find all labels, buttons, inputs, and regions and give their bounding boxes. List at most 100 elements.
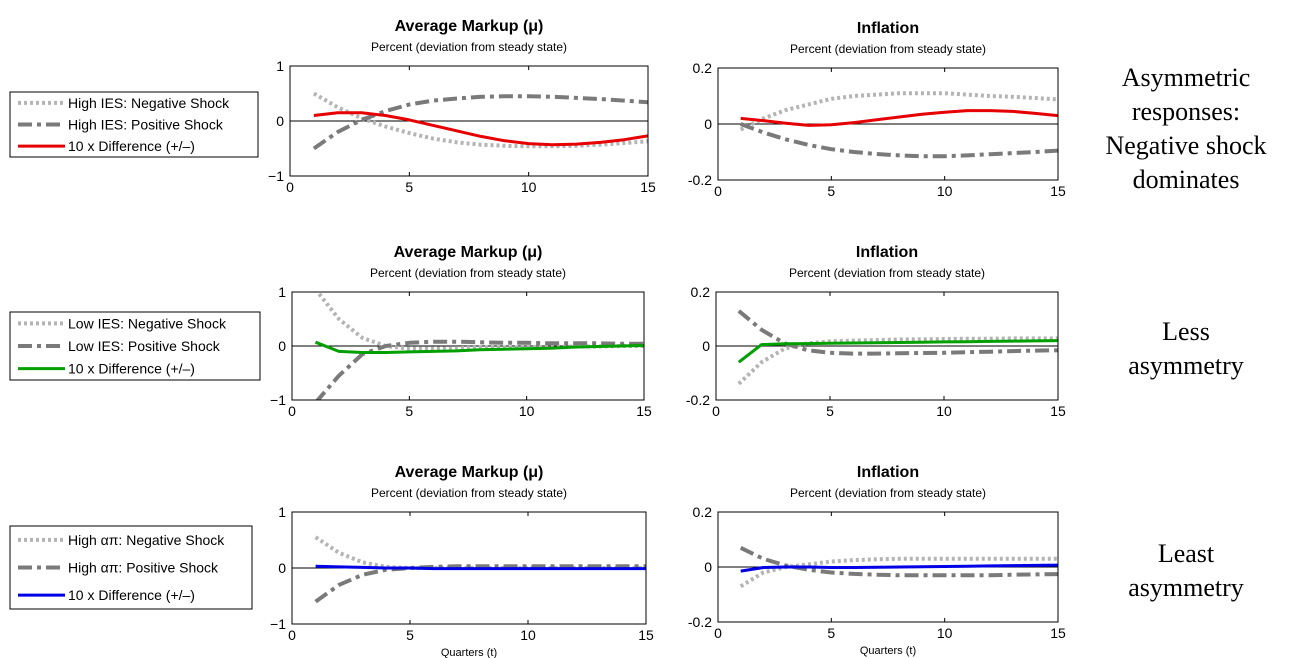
- annotation-1: Asymmetric responses: Negative shock domina…: [1105, 63, 1266, 194]
- y-tick-label: 0: [278, 338, 286, 354]
- series-group: [314, 535, 646, 604]
- plot-frame: [715, 291, 1059, 401]
- series-line-3: [315, 564, 646, 571]
- series-line-3: [737, 339, 1058, 364]
- chart-subtitle: Percent (deviation from steady state): [789, 266, 985, 280]
- plot-frame: [717, 511, 1059, 623]
- chart-subtitle: Percent (deviation from steady state): [371, 40, 567, 54]
- series-line-2: [312, 94, 648, 151]
- annotation-line: Asymmetric: [1122, 63, 1251, 92]
- panel-3: Average Markup (μ) Percent (deviation fro…: [270, 244, 652, 419]
- x-tick-label: 15: [1050, 625, 1066, 641]
- series-line-2: [737, 309, 1058, 356]
- chart-title: Average Markup (μ): [395, 18, 544, 35]
- series-group: [737, 309, 1058, 386]
- y-tick-label: -0.2: [686, 392, 710, 408]
- y-tick-label: −1: [270, 392, 286, 408]
- chart-title: Inflation: [857, 464, 919, 481]
- y-tick-label: 1: [276, 58, 284, 74]
- annotation-line: Negative shock: [1105, 131, 1266, 160]
- legend-label: High απ: Negative Shock: [68, 532, 225, 548]
- legend-3: High απ: Negative Shock High απ: Positive…: [9, 525, 253, 610]
- x-tick-label: 0: [712, 403, 720, 419]
- x-tick-label: 5: [826, 403, 834, 419]
- chart-title: Average Markup (μ): [394, 244, 543, 261]
- chart-title: Inflation: [856, 244, 918, 261]
- series-line-1: [312, 91, 648, 149]
- x-tick-label: 0: [286, 179, 294, 195]
- panel-5: Average Markup (μ) Percent (deviation fro…: [270, 464, 654, 658]
- annotation-line: asymmetry: [1128, 573, 1244, 602]
- x-tick-label: 10: [937, 183, 953, 199]
- legend-label: 10 x Difference (+/–): [68, 138, 195, 154]
- legend-1: High IES: Negative Shock High IES: Positi…: [9, 91, 259, 158]
- y-tick-label: −1: [268, 168, 284, 184]
- x-tick-label: 15: [638, 627, 654, 643]
- annotation-line: Less: [1162, 317, 1210, 346]
- annotation-line: Least: [1158, 539, 1215, 568]
- y-tick-label: 0.2: [693, 60, 713, 76]
- x-tick-label: 10: [937, 625, 953, 641]
- series-line-3: [313, 111, 648, 147]
- legend-label: Low IES: Positive Shock: [68, 338, 221, 354]
- y-tick-label: 0: [276, 113, 284, 129]
- chart-title: Average Markup (μ): [395, 464, 544, 481]
- y-tick-label: 0: [702, 338, 710, 354]
- y-tick-label: 0: [704, 116, 712, 132]
- panel-1: Average Markup (μ) Percent (deviation fro…: [268, 18, 656, 195]
- y-tick-label: −1: [270, 616, 286, 632]
- x-tick-label: 5: [405, 179, 413, 195]
- legend-2: Low IES: Negative Shock Low IES: Positive…: [9, 311, 261, 381]
- series-line-2: [740, 122, 1058, 159]
- x-axis-label: Quarters (t): [860, 645, 916, 657]
- y-tick-label: -0.2: [688, 172, 712, 188]
- panel-6: Inflation Percent (deviation from steady …: [688, 464, 1066, 657]
- plot-frame: [291, 511, 647, 625]
- plot-frame: [717, 67, 1059, 181]
- x-tick-label: 15: [636, 403, 652, 419]
- x-tick-label: 10: [936, 403, 952, 419]
- legend-label: High IES: Negative Shock: [68, 95, 230, 111]
- legend-label: High απ: Positive Shock: [68, 560, 219, 576]
- x-tick-label: 0: [288, 403, 296, 419]
- series-group: [314, 292, 644, 400]
- x-tick-label: 5: [827, 183, 835, 199]
- legend-label: High IES: Positive Shock: [68, 117, 224, 133]
- x-tick-label: 15: [1050, 403, 1066, 419]
- chart-subtitle: Percent (deviation from steady state): [371, 486, 567, 500]
- annotation-line: dominates: [1133, 165, 1240, 194]
- legend-label: Low IES: Negative Shock: [68, 315, 227, 331]
- x-axis-label: Quarters (t): [441, 647, 497, 658]
- x-tick-label: 5: [406, 627, 414, 643]
- y-tick-label: 1: [278, 504, 286, 520]
- x-tick-label: 10: [520, 627, 536, 643]
- legend-label: 10 x Difference (+/–): [68, 361, 195, 377]
- x-tick-label: 0: [288, 627, 296, 643]
- x-tick-label: 15: [1050, 183, 1066, 199]
- plot-frame: [291, 291, 645, 401]
- series-group: [739, 546, 1058, 589]
- x-tick-label: 0: [714, 625, 722, 641]
- chart-subtitle: Percent (deviation from steady state): [790, 42, 986, 56]
- plot-frame: [289, 65, 649, 177]
- series-line-2: [739, 546, 1058, 578]
- x-tick-label: 15: [640, 179, 656, 195]
- y-tick-label: 1: [278, 284, 286, 300]
- series-line-1: [315, 292, 644, 351]
- series-line-1: [314, 535, 646, 570]
- x-tick-label: 10: [521, 179, 537, 195]
- panel-4: Inflation Percent (deviation from steady …: [686, 244, 1066, 419]
- x-tick-label: 5: [827, 625, 835, 641]
- annotation-3: Least asymmetry: [1128, 539, 1244, 602]
- y-tick-label: 0: [704, 559, 712, 575]
- series-line-3: [740, 563, 1058, 573]
- chart-subtitle: Percent (deviation from steady state): [790, 486, 986, 500]
- annotation-line: responses:: [1132, 97, 1240, 126]
- chart-subtitle: Percent (deviation from steady state): [370, 266, 566, 280]
- y-tick-label: -0.2: [688, 614, 712, 630]
- y-tick-label: 0.2: [693, 504, 713, 520]
- x-tick-label: 5: [405, 403, 413, 419]
- chart-title: Inflation: [857, 20, 919, 37]
- annotation-2: Less asymmetry: [1128, 317, 1244, 380]
- series-line-3: [314, 340, 644, 354]
